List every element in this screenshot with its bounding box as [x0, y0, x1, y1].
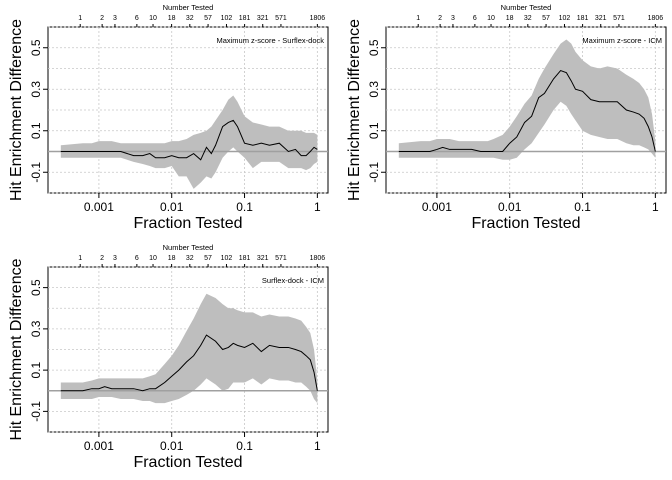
top-tick-label: 321	[257, 255, 269, 262]
x-tick-label: 1	[652, 200, 659, 214]
top-tick-label: 3	[113, 15, 117, 22]
y-axis-title: Hit Enrichment Difference	[346, 19, 363, 201]
top-tick-label: 1	[416, 15, 420, 22]
x-axis-title: Fraction Tested	[471, 215, 580, 232]
axes: 0.001 0.01 0.1 1 -0.1 0.1 0.3 0.5 1 2 3 6 10 18 32 57 10…	[29, 15, 325, 214]
y-tick-label: -0.1	[367, 162, 381, 183]
top-tick-label: 57	[204, 255, 212, 262]
y-tick-label: 0.5	[29, 39, 43, 56]
top-tick-label: 571	[275, 255, 287, 262]
top-tick-label: 102	[559, 15, 571, 22]
x-tick-label: 0.1	[236, 200, 253, 214]
top-tick-label: 102	[221, 15, 233, 22]
top-tick-label: 32	[186, 255, 194, 262]
confidence-band	[60, 95, 318, 189]
x-axis-title: Fraction Tested	[133, 454, 242, 471]
top-tick-label: 32	[186, 15, 194, 22]
y-tick-label: 0.3	[29, 81, 43, 98]
x-tick-label: 0.01	[160, 200, 184, 214]
top-tick-label: 321	[595, 15, 607, 22]
panel-maxz-surflex: 0.001 0.01 0.1 1 -0.1 0.1 0.3 0.5 1 2 3 6 10 18 32 57 10…	[8, 3, 329, 232]
panel-label: Maximum z-score - ICM	[582, 36, 662, 45]
x-tick-label: 0.001	[84, 439, 114, 453]
top-tick-label: 6	[135, 15, 139, 22]
top-tick-label: 181	[239, 15, 251, 22]
top-tick-label: 181	[577, 15, 589, 22]
x-tick-label: 1	[314, 200, 321, 214]
top-tick-label: 102	[221, 255, 233, 262]
panel-maxz-icm: 0.001 0.01 0.1 1 -0.1 0.1 0.3 0.5 1 2 3 6 10 18 32 57 10…	[346, 3, 667, 232]
top-tick-label: 18	[168, 255, 176, 262]
y-axis-title: Hit Enrichment Difference	[8, 19, 25, 201]
top-tick-label: 2	[100, 255, 104, 262]
y-tick-label: 0.1	[29, 122, 43, 139]
y-axis-title: Hit Enrichment Difference	[8, 258, 25, 440]
confidence-band	[398, 39, 656, 160]
top-tick-label: 571	[613, 15, 625, 22]
mean-difference-line	[398, 69, 656, 152]
confidence-band	[60, 293, 318, 404]
x-tick-label: 0.001	[422, 200, 452, 214]
x-tick-label: 0.1	[574, 200, 591, 214]
top-axis-title: Number Tested	[163, 243, 214, 252]
y-tick-label: 0.5	[29, 279, 43, 296]
top-tick-label: 1806	[648, 15, 664, 22]
y-tick-label: -0.1	[29, 401, 43, 422]
axes: 0.001 0.01 0.1 1 -0.1 0.1 0.3 0.5 1 2 3 6 10 18 32 57 10…	[29, 255, 325, 453]
top-tick-label: 3	[113, 255, 117, 262]
top-tick-label: 571	[275, 15, 287, 22]
top-tick-label: 1806	[310, 15, 326, 22]
top-tick-label: 1806	[310, 255, 326, 262]
axes: 0.001 0.01 0.1 1 -0.1 0.1 0.3 0.5 1 2 3 6 10 18 32 57 10…	[367, 15, 663, 214]
top-axis-title: Number Tested	[501, 3, 552, 12]
y-tick-label: -0.1	[29, 162, 43, 183]
top-tick-label: 10	[149, 15, 157, 22]
x-tick-label: 0.01	[498, 200, 522, 214]
y-tick-label: 0.3	[29, 320, 43, 337]
top-tick-label: 6	[135, 255, 139, 262]
x-axis-title: Fraction Tested	[133, 215, 242, 232]
top-tick-label: 10	[487, 15, 495, 22]
panel-label: Maximum z-score - Surflex-dock	[216, 36, 324, 45]
top-tick-label: 18	[506, 15, 514, 22]
top-tick-label: 1	[78, 15, 82, 22]
y-tick-label: 0.5	[367, 39, 381, 56]
top-tick-label: 2	[438, 15, 442, 22]
mean-difference-line	[60, 334, 318, 392]
x-tick-label: 1	[314, 439, 321, 453]
top-axis-title: Number Tested	[163, 3, 214, 12]
top-tick-label: 18	[168, 15, 176, 22]
top-tick-label: 3	[451, 15, 455, 22]
top-tick-label: 57	[204, 15, 212, 22]
y-tick-label: 0.3	[367, 81, 381, 98]
top-tick-label: 1	[78, 255, 82, 262]
panel-label: Surflex-dock - ICM	[262, 276, 324, 285]
top-tick-label: 57	[542, 15, 550, 22]
panel-surflex-icm: 0.001 0.01 0.1 1 -0.1 0.1 0.3 0.5 1 2 3 6 10 18 32 57 10…	[8, 243, 329, 471]
top-tick-label: 6	[473, 15, 477, 22]
top-tick-label: 321	[257, 15, 269, 22]
y-tick-label: 0.1	[367, 122, 381, 139]
x-tick-label: 0.01	[160, 439, 184, 453]
x-tick-label: 0.001	[84, 200, 114, 214]
top-tick-label: 32	[524, 15, 532, 22]
x-tick-label: 0.1	[236, 439, 253, 453]
top-tick-label: 10	[149, 255, 157, 262]
y-tick-label: 0.1	[29, 361, 43, 378]
mean-difference-line	[60, 119, 318, 161]
top-tick-label: 2	[100, 15, 104, 22]
top-tick-label: 181	[239, 255, 251, 262]
